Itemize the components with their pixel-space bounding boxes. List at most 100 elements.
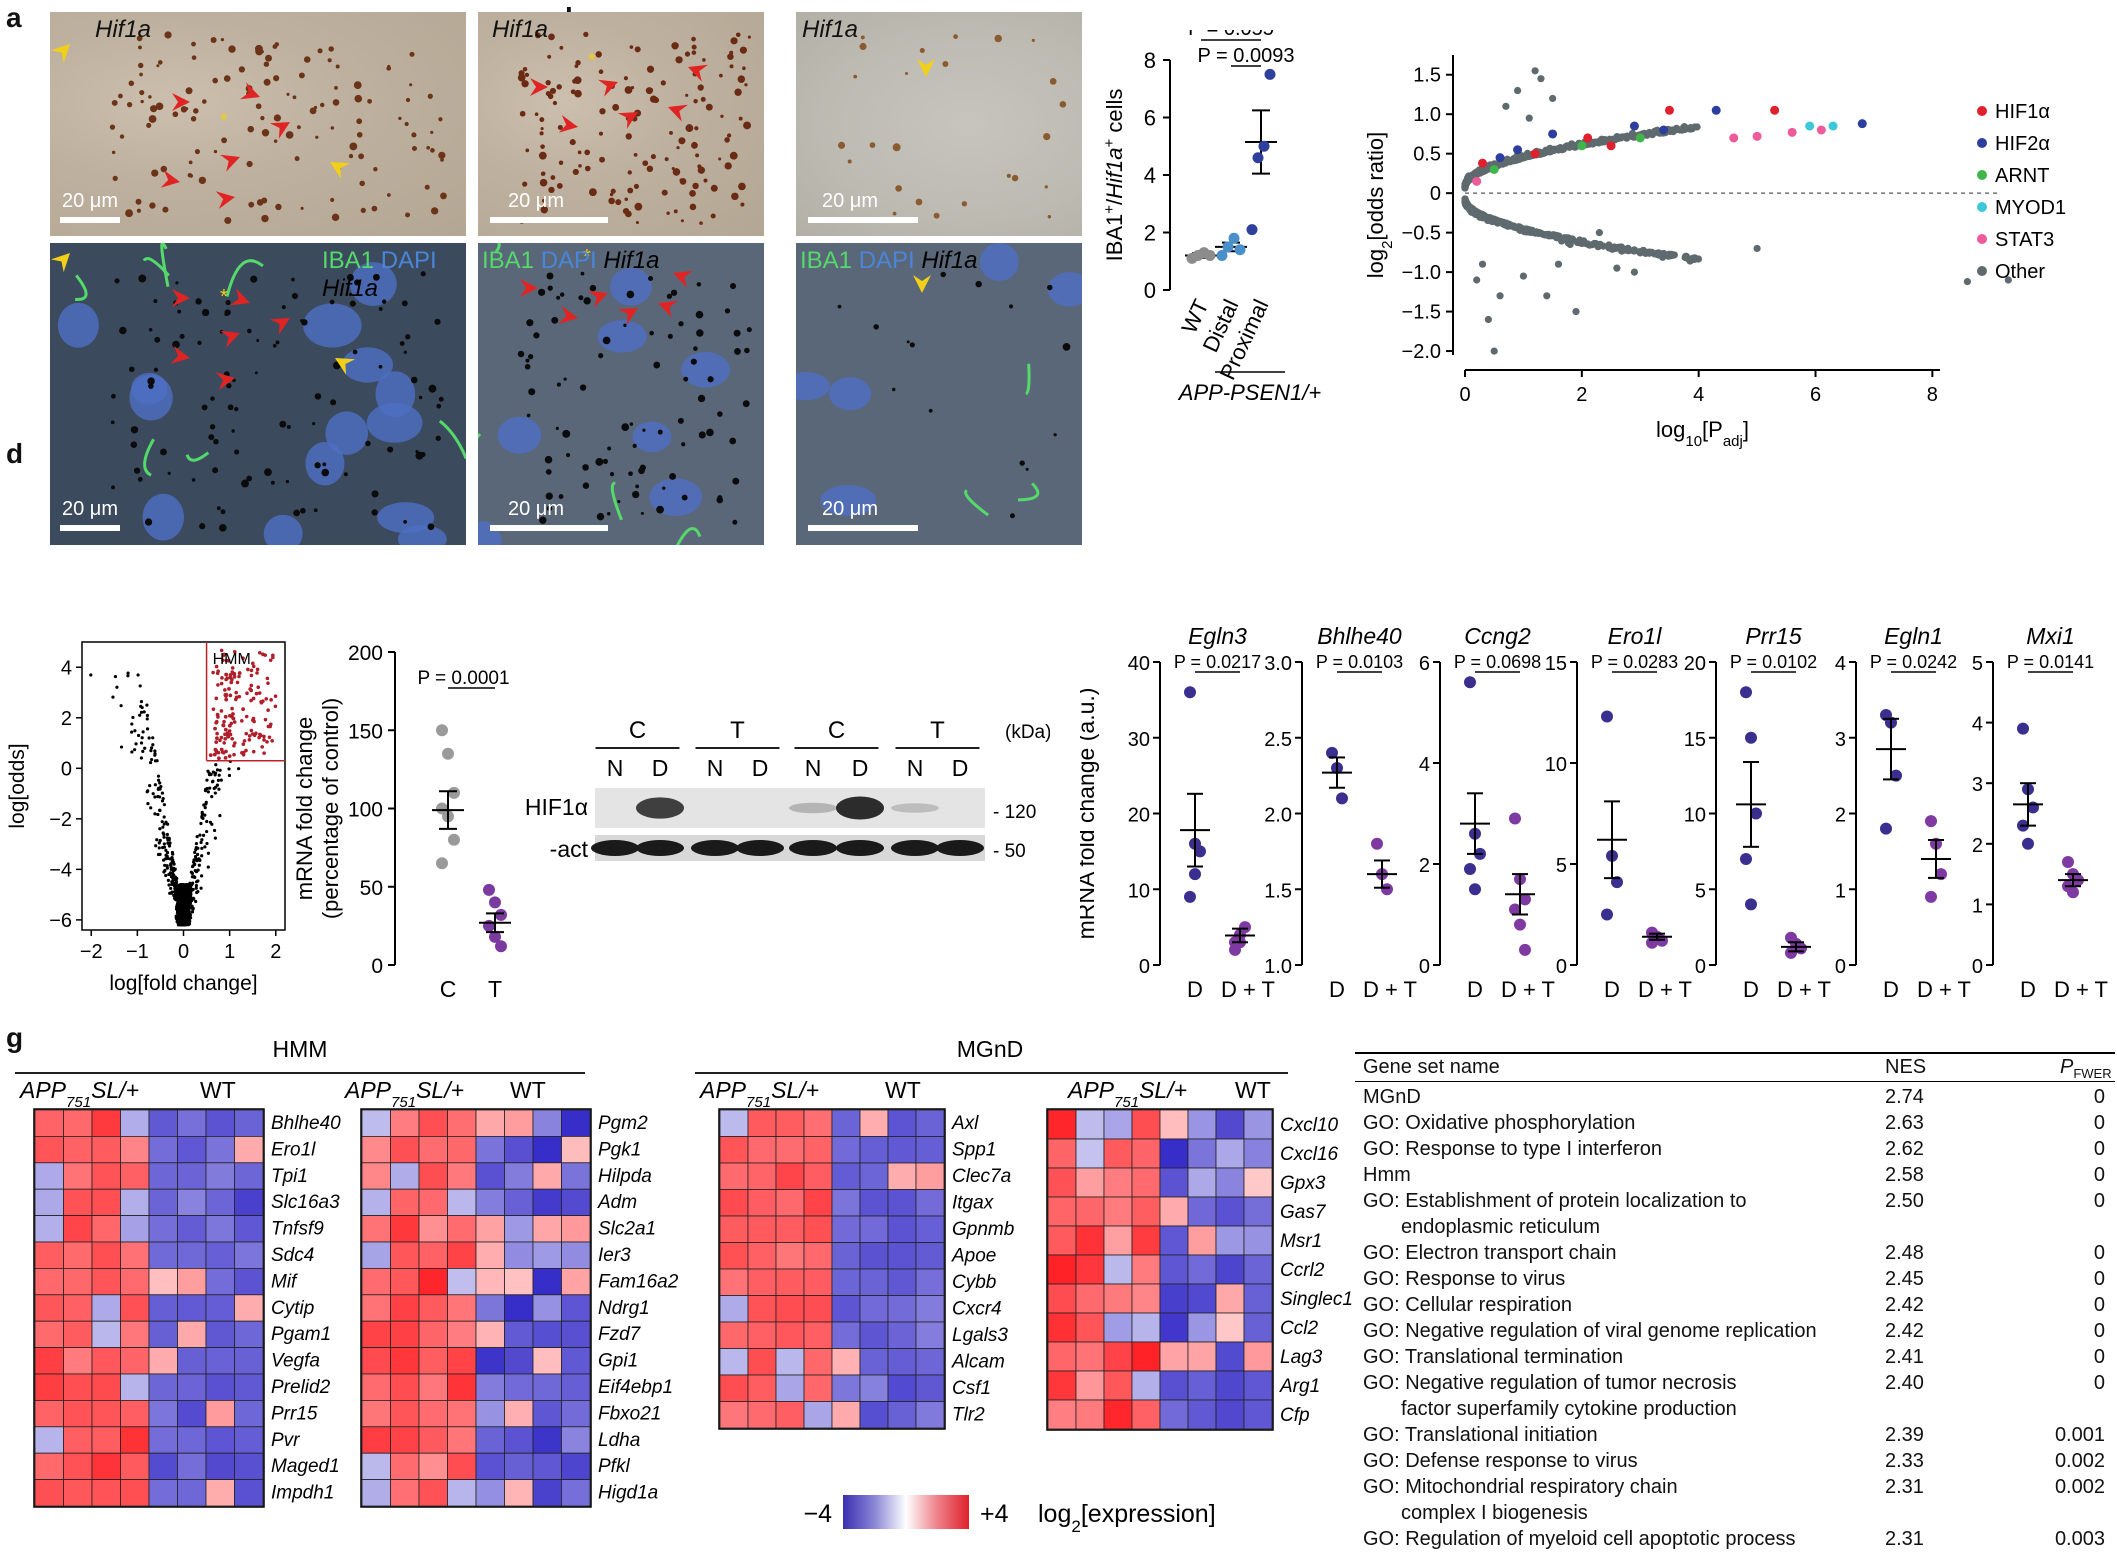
other-point bbox=[1668, 126, 1677, 134]
gene-point bbox=[170, 890, 174, 894]
heatmap-cell bbox=[1243, 1109, 1273, 1140]
heatmap-cell bbox=[91, 1399, 121, 1428]
hif1a-dot bbox=[550, 175, 556, 180]
y-tick-label: 10 bbox=[1545, 754, 1567, 776]
hif1a-dot bbox=[933, 212, 940, 219]
x-tick-label: D + T bbox=[1221, 977, 1275, 1002]
hif1a-dot bbox=[602, 458, 609, 464]
heatmap-cell bbox=[447, 1215, 477, 1243]
hmm-point bbox=[252, 719, 256, 724]
heatmap-cell bbox=[390, 1294, 420, 1322]
heatmap-cell bbox=[532, 1479, 562, 1507]
p-fwer-value: 0.002 bbox=[2054, 1450, 2105, 1472]
heatmap-cell bbox=[504, 1215, 534, 1243]
hif1a-dot bbox=[191, 55, 197, 60]
hif1a-dot bbox=[438, 117, 443, 122]
heatmap-cell bbox=[1215, 1138, 1245, 1169]
hif1a-dot bbox=[118, 93, 123, 99]
heatmap-cell bbox=[504, 1347, 534, 1375]
gene-point bbox=[178, 908, 182, 912]
gene-point bbox=[119, 745, 124, 749]
heatmap-cell bbox=[361, 1426, 391, 1454]
heatmap-cell bbox=[475, 1399, 505, 1428]
group-label-wt: WT bbox=[885, 1077, 921, 1103]
hif1a-dot bbox=[737, 75, 746, 83]
hif1a-dot bbox=[298, 72, 305, 79]
hmm-point bbox=[224, 697, 229, 702]
gene-point bbox=[213, 791, 217, 795]
hif1a-dot bbox=[675, 56, 683, 64]
hif1a-dot bbox=[291, 292, 299, 300]
heatmap-cell bbox=[447, 1294, 477, 1322]
data-point bbox=[495, 908, 507, 921]
panel-label-a: a bbox=[6, 2, 22, 33]
hif1a-dot bbox=[360, 207, 366, 214]
gene-point bbox=[154, 844, 158, 848]
gene-point bbox=[195, 852, 200, 857]
legend-label: STAT3 bbox=[1995, 229, 2054, 251]
heatmap-cell bbox=[390, 1426, 420, 1454]
hif1a-dot bbox=[300, 507, 306, 514]
hif1a-dot bbox=[348, 153, 354, 159]
gene-point bbox=[145, 717, 149, 721]
y-tick-label: 0 bbox=[1139, 956, 1150, 978]
hif1a-dot bbox=[610, 188, 616, 194]
y-axis-label: log[odds] bbox=[6, 743, 29, 828]
red-arrow-head bbox=[220, 330, 240, 348]
hif1a-dot bbox=[546, 272, 554, 280]
heatmap-cell bbox=[148, 1215, 178, 1243]
data-point bbox=[1336, 792, 1348, 805]
hif1a-dot bbox=[387, 446, 394, 453]
hmm-point bbox=[215, 736, 219, 741]
gene-label: Cxcl10 bbox=[1280, 1115, 1339, 1136]
data-point bbox=[1925, 815, 1937, 828]
data-point bbox=[436, 857, 448, 870]
hif1a-dot bbox=[411, 132, 417, 138]
heatmap-cell bbox=[34, 1452, 64, 1481]
y-label-part: Hif1a bbox=[1102, 147, 1127, 198]
gene-point bbox=[180, 908, 185, 912]
y-tick-label: −4 bbox=[49, 859, 72, 881]
hif1a-dot bbox=[691, 44, 697, 50]
heatmap-cell bbox=[205, 1294, 235, 1322]
gene-point bbox=[164, 848, 168, 852]
gene-point bbox=[182, 915, 186, 920]
hif1a-dot bbox=[285, 131, 294, 139]
hif1a-dot bbox=[517, 350, 525, 358]
y-tick-label: 15 bbox=[1684, 729, 1706, 751]
hif1a-dot bbox=[404, 121, 409, 127]
hif1a-dot bbox=[740, 202, 745, 207]
hif1a-dot bbox=[660, 80, 666, 86]
gene-point bbox=[206, 851, 211, 855]
hmm-point bbox=[241, 707, 245, 712]
hif1a-dot bbox=[746, 327, 752, 333]
hif1a-dot bbox=[275, 203, 282, 211]
highlight-point bbox=[1530, 149, 1540, 159]
heatmap-cell bbox=[205, 1399, 235, 1428]
hif1a-dot bbox=[157, 60, 163, 65]
hif1a-dot bbox=[1006, 173, 1011, 178]
gene-point bbox=[179, 922, 183, 926]
hmm-point bbox=[268, 658, 273, 663]
hif1a-dot bbox=[405, 212, 411, 218]
hif1a-dot bbox=[621, 423, 630, 431]
heatmap-cell bbox=[915, 1321, 945, 1349]
hif1a-dot bbox=[198, 176, 207, 185]
heatmap-cell bbox=[91, 1215, 121, 1243]
hif1a-dot bbox=[352, 349, 358, 355]
micrograph-b1-brightfield: Hif1a 20 μm bbox=[796, 12, 1082, 236]
heatmap-cell bbox=[91, 1241, 121, 1269]
label-part: APP bbox=[1066, 1077, 1115, 1103]
y-tick-label: 4 bbox=[1972, 714, 1983, 736]
chart-c-odds-ratio: 1.51.00.50−0.5−1.0−1.5−2.00 2 4 6 8log2[odds… bbox=[1363, 55, 2066, 450]
micrograph-a4-marks: * bbox=[478, 243, 752, 545]
red-arrow-head bbox=[558, 115, 578, 133]
hif1a-dot bbox=[216, 506, 221, 511]
hif1a-dot bbox=[300, 319, 304, 323]
y-tick-label: −1.0 bbox=[1402, 262, 1441, 284]
heatmap-cell bbox=[205, 1241, 235, 1269]
heatmap-cell bbox=[63, 1373, 93, 1401]
heatmap-cell bbox=[475, 1452, 505, 1481]
gene-point bbox=[236, 767, 241, 771]
